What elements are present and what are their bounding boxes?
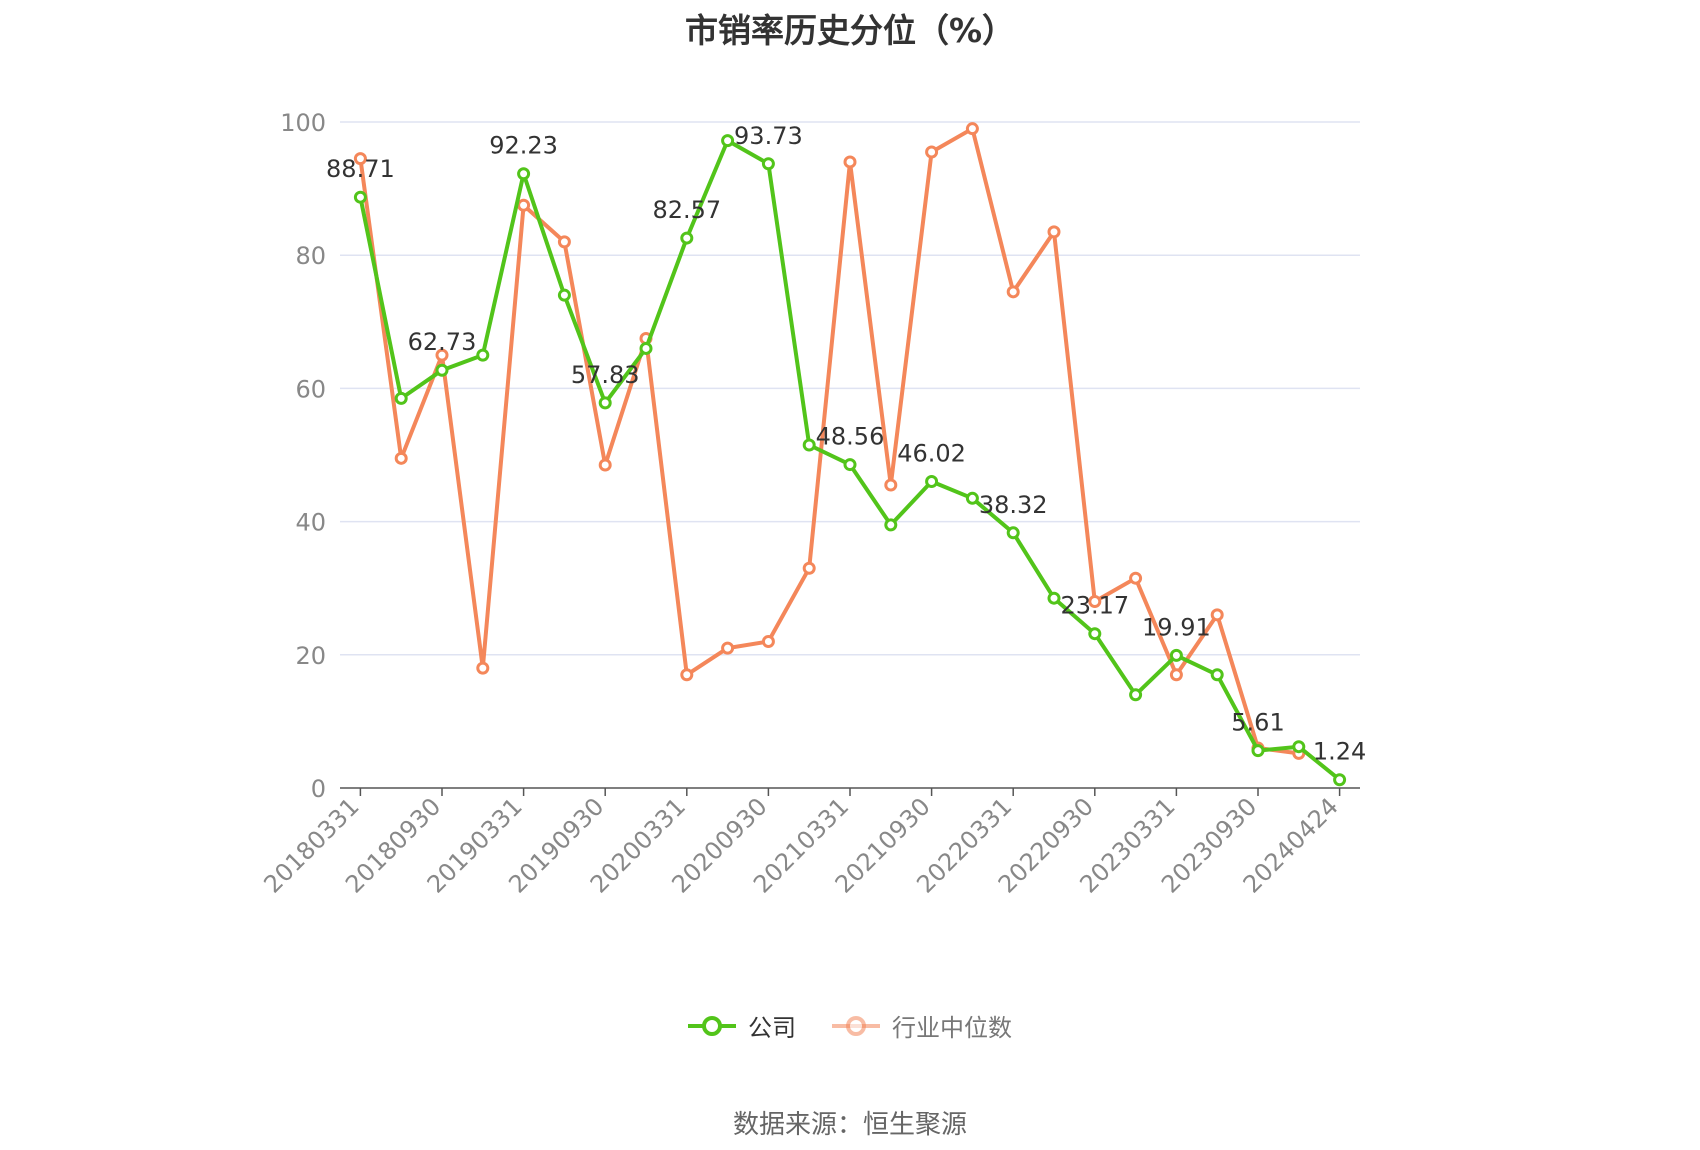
industry-point: [517, 198, 531, 212]
industry-point: [1169, 668, 1183, 682]
industry-point: [721, 641, 735, 655]
company-point: [639, 341, 653, 355]
company-point: [680, 231, 694, 245]
data-label: 1.24: [1313, 738, 1366, 766]
industry-point: [1088, 595, 1102, 609]
industry-point: [965, 122, 979, 136]
data-label: 57.83: [571, 361, 640, 389]
data-label: 92.23: [489, 132, 558, 160]
source-note: 数据来源：恒生聚源: [732, 1110, 967, 1140]
company-point: [1333, 773, 1347, 787]
industry-point: [884, 478, 898, 492]
data-label: 88.71: [326, 155, 395, 183]
data-label: 93.73: [734, 122, 803, 150]
data-label: 38.32: [979, 491, 1048, 519]
industry-point: [843, 155, 857, 169]
y-tick-label: 0: [311, 775, 326, 803]
company-point: [435, 363, 449, 377]
legend-company-icon: [688, 1015, 736, 1036]
company-point: [517, 167, 531, 181]
company-point: [1047, 591, 1061, 605]
company-point: [1129, 688, 1143, 702]
industry-point: [598, 458, 612, 472]
company-point: [1210, 668, 1224, 682]
company-point: [394, 391, 408, 405]
industry-point: [476, 661, 490, 675]
data-label: 23.17: [1060, 592, 1129, 620]
y-tick-label: 60: [295, 375, 326, 403]
company-point: [843, 458, 857, 472]
legend-item-company[interactable]: 公司: [688, 1008, 796, 1043]
data-label-layer: 88.71 62.73 92.23 57.83 82.57 93.73 48.56 46.02…: [326, 122, 1366, 766]
industry-point: [1129, 571, 1143, 585]
industry-point: [680, 668, 694, 682]
series-line-industry: [358, 126, 1300, 756]
line-chart: 0204060801002018033120180930201903312019…: [258, 109, 1366, 899]
data-label: 19.91: [1142, 613, 1211, 641]
legend-industry-icon: [832, 1015, 880, 1036]
industry-point: [1210, 608, 1224, 622]
company-point: [353, 190, 367, 204]
legend-company-label: 公司: [748, 1014, 796, 1042]
page-title: 市销率历史分位（%）: [684, 11, 1016, 50]
industry-point: [557, 235, 571, 249]
company-point: [557, 288, 571, 302]
company-point: [884, 518, 898, 532]
legend: 公司 行业中位数: [0, 1008, 1700, 1043]
data-label: 62.73: [408, 328, 477, 356]
industry-point: [802, 561, 816, 575]
company-point: [802, 438, 816, 452]
company-point: [1251, 744, 1265, 758]
series-layer: [353, 122, 1347, 787]
company-point: [721, 134, 735, 148]
industry-point: [1047, 225, 1061, 239]
company-point: [1292, 740, 1306, 754]
industry-point: [353, 152, 367, 166]
axis-layer: 0204060801002018033120180930201903312019…: [258, 109, 1360, 899]
y-tick-label: 40: [295, 509, 326, 537]
data-label: 5.61: [1231, 709, 1284, 737]
company-point: [925, 475, 939, 489]
industry-point: [761, 634, 775, 648]
industry-point: [925, 145, 939, 159]
industry-point: [435, 348, 449, 362]
company-point: [1006, 526, 1020, 540]
y-tick-label: 80: [295, 242, 326, 270]
company-point: [476, 348, 490, 362]
data-label: 48.56: [816, 423, 885, 451]
industry-point: [394, 451, 408, 465]
legend-item-industry[interactable]: 行业中位数: [832, 1008, 1012, 1043]
data-label: 82.57: [652, 196, 721, 224]
company-point: [761, 157, 775, 171]
y-tick-label: 100: [280, 109, 326, 137]
company-point: [1169, 648, 1183, 662]
company-point: [965, 491, 979, 505]
company-point: [598, 396, 612, 410]
legend-industry-label: 行业中位数: [892, 1014, 1012, 1042]
company-point: [1088, 627, 1102, 641]
y-tick-label: 20: [295, 642, 326, 670]
data-label: 46.02: [897, 440, 966, 468]
industry-point: [1006, 285, 1020, 299]
